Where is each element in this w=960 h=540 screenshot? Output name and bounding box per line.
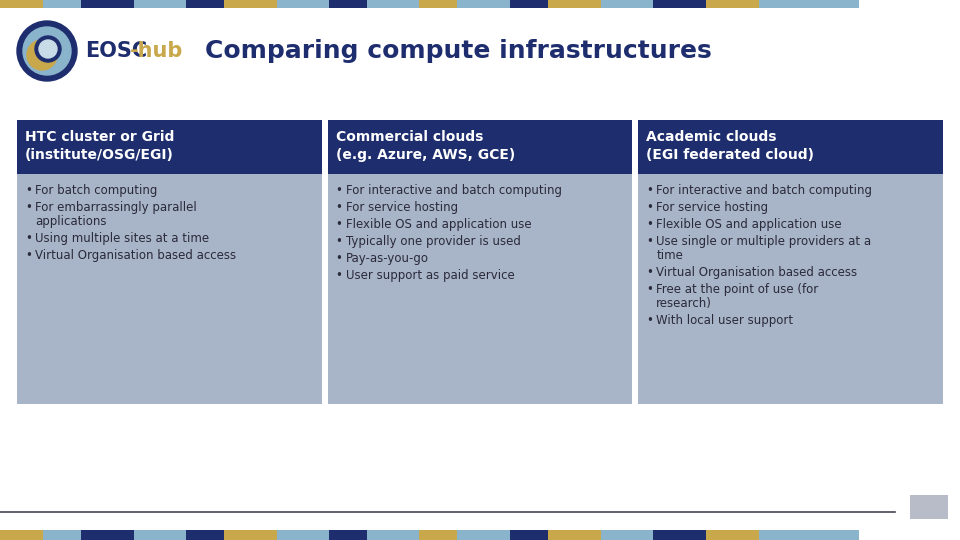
Text: •: •: [646, 235, 653, 248]
Text: Flexible OS and application use: Flexible OS and application use: [346, 218, 531, 231]
Bar: [419, 0, 457, 8]
Circle shape: [27, 40, 57, 70]
Bar: [43, 0, 81, 8]
Text: •: •: [646, 201, 653, 214]
Text: applications: applications: [35, 215, 107, 228]
Text: For interactive and batch computing: For interactive and batch computing: [657, 184, 873, 197]
Text: •: •: [336, 269, 343, 282]
Text: Academic clouds: Academic clouds: [646, 130, 777, 144]
Bar: [329, 530, 367, 540]
Bar: [759, 0, 859, 8]
Circle shape: [17, 21, 77, 81]
Bar: [0, 8, 960, 96]
Bar: [81, 530, 134, 540]
Bar: [0, 0, 43, 8]
Bar: [134, 530, 186, 540]
Bar: [277, 530, 329, 540]
Text: Flexible OS and application use: Flexible OS and application use: [657, 218, 842, 231]
Text: •: •: [336, 184, 343, 197]
Text: •: •: [25, 249, 32, 262]
Bar: [601, 0, 653, 8]
Bar: [653, 530, 706, 540]
Text: User support as paid service: User support as paid service: [346, 269, 515, 282]
Bar: [186, 0, 224, 8]
Bar: [224, 530, 277, 540]
Text: Using multiple sites at a time: Using multiple sites at a time: [35, 232, 209, 245]
Text: Use single or multiple providers at a: Use single or multiple providers at a: [657, 235, 872, 248]
Text: •: •: [646, 283, 653, 296]
Bar: [0, 530, 43, 540]
Circle shape: [23, 27, 71, 75]
Bar: [367, 0, 419, 8]
Bar: [638, 174, 943, 404]
Text: Typically one provider is used: Typically one provider is used: [346, 235, 520, 248]
Bar: [327, 174, 633, 404]
Bar: [17, 120, 322, 174]
Bar: [329, 0, 367, 8]
Bar: [548, 530, 601, 540]
Text: With local user support: With local user support: [657, 314, 794, 327]
Text: For service hosting: For service hosting: [346, 201, 458, 214]
Bar: [601, 530, 653, 540]
Text: Free at the point of use (for: Free at the point of use (for: [657, 283, 819, 296]
Text: Commercial clouds: Commercial clouds: [336, 130, 483, 144]
Bar: [327, 120, 633, 174]
Text: •: •: [646, 314, 653, 327]
Bar: [17, 174, 322, 404]
Bar: [186, 530, 224, 540]
Text: Pay-as-you-go: Pay-as-you-go: [346, 252, 429, 265]
Bar: [419, 530, 457, 540]
Bar: [638, 120, 943, 174]
Text: •: •: [336, 252, 343, 265]
Circle shape: [39, 40, 57, 58]
Text: •: •: [646, 184, 653, 197]
Text: •: •: [646, 266, 653, 279]
Circle shape: [35, 36, 61, 62]
Text: •: •: [336, 201, 343, 214]
Text: time: time: [657, 249, 684, 262]
Text: (institute/OSG/EGI): (institute/OSG/EGI): [25, 148, 174, 162]
Bar: [548, 0, 601, 8]
Text: •: •: [25, 184, 32, 197]
Text: -hub: -hub: [130, 41, 183, 61]
Text: •: •: [646, 218, 653, 231]
Text: Comparing compute infrastructures: Comparing compute infrastructures: [205, 39, 711, 63]
Bar: [653, 0, 706, 8]
Bar: [277, 0, 329, 8]
Text: •: •: [25, 232, 32, 245]
Bar: [706, 0, 759, 8]
Bar: [510, 530, 548, 540]
Text: (e.g. Azure, AWS, GCE): (e.g. Azure, AWS, GCE): [336, 148, 515, 162]
Text: (EGI federated cloud): (EGI federated cloud): [646, 148, 814, 162]
Text: For batch computing: For batch computing: [35, 184, 157, 197]
Bar: [759, 530, 859, 540]
Bar: [457, 530, 510, 540]
Text: Virtual Organisation based access: Virtual Organisation based access: [657, 266, 857, 279]
Text: •: •: [336, 218, 343, 231]
Bar: [510, 0, 548, 8]
Text: EOSC: EOSC: [85, 41, 147, 61]
Text: •: •: [25, 201, 32, 214]
Bar: [367, 530, 419, 540]
Bar: [81, 0, 134, 8]
Bar: [43, 530, 81, 540]
Bar: [457, 0, 510, 8]
Bar: [910, 495, 948, 519]
Bar: [224, 0, 277, 8]
Text: Virtual Organisation based access: Virtual Organisation based access: [35, 249, 236, 262]
Text: HTC cluster or Grid: HTC cluster or Grid: [25, 130, 175, 144]
Bar: [706, 530, 759, 540]
Text: For embarrassingly parallel: For embarrassingly parallel: [35, 201, 197, 214]
Text: •: •: [336, 235, 343, 248]
Text: For service hosting: For service hosting: [657, 201, 768, 214]
Text: For interactive and batch computing: For interactive and batch computing: [346, 184, 562, 197]
Text: research): research): [657, 297, 712, 310]
Bar: [134, 0, 186, 8]
